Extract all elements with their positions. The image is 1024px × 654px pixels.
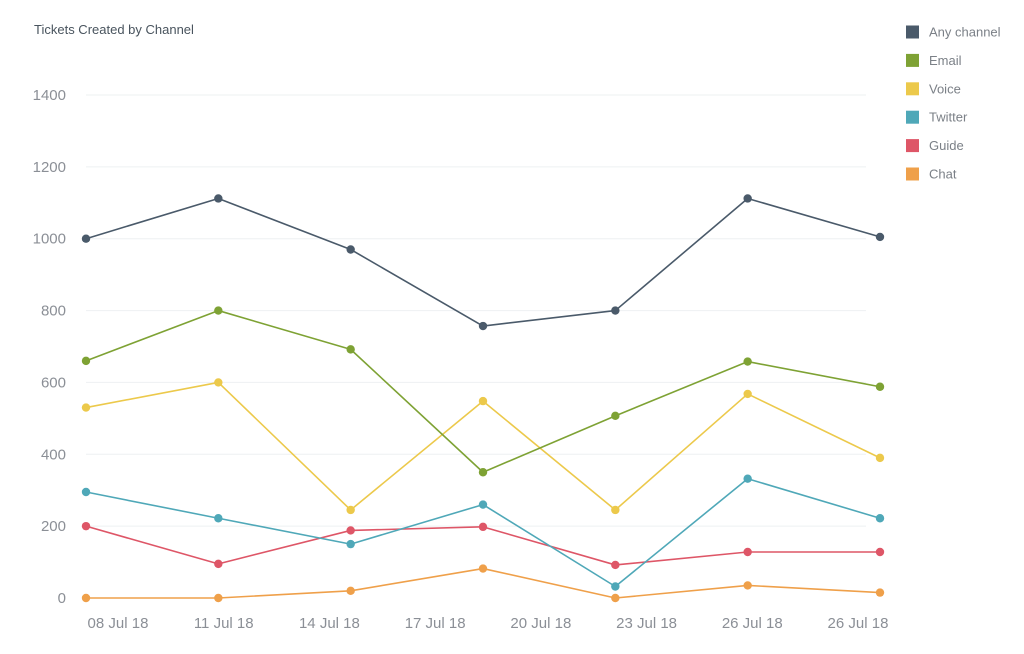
data-point[interactable] — [875, 588, 885, 597]
x-tick-label: 08 Jul 18 — [88, 615, 149, 632]
data-point[interactable] — [478, 321, 488, 331]
data-point[interactable] — [875, 382, 885, 391]
series-line — [85, 309, 881, 474]
data-point[interactable] — [81, 487, 91, 497]
x-tick-label: 14 Jul 18 — [299, 615, 360, 632]
series-any-channel — [81, 194, 885, 331]
data-point[interactable] — [214, 306, 223, 315]
data-point[interactable] — [346, 526, 355, 535]
data-point[interactable] — [478, 564, 488, 573]
data-point[interactable] — [214, 194, 223, 203]
series-chat — [81, 564, 885, 603]
legend-swatch — [906, 139, 919, 153]
legend-item[interactable]: Guide — [906, 138, 964, 153]
series-line — [85, 525, 880, 566]
legend-swatch — [906, 82, 919, 96]
x-axis-ticks: 08 Jul 18 11 Jul 18 14 Jul 18 17 Jul 18 20 J… — [88, 615, 889, 632]
data-point[interactable] — [346, 345, 355, 354]
series-twitter — [81, 474, 885, 591]
legend-label: Chat — [929, 167, 957, 182]
series-layer — [81, 194, 885, 603]
legend-swatch — [906, 167, 919, 181]
grid-lines — [86, 94, 866, 527]
legend-swatch — [906, 110, 919, 124]
data-point[interactable] — [611, 593, 620, 603]
y-tick-label: 400 — [41, 446, 66, 463]
series-email — [81, 306, 885, 477]
data-point[interactable] — [611, 306, 620, 315]
data-point[interactable] — [81, 521, 91, 531]
data-point[interactable] — [478, 396, 488, 406]
x-tick-label: 11 Jul 18 — [194, 615, 254, 632]
data-point[interactable] — [81, 403, 91, 412]
x-tick-label: 26 Jul 18 — [828, 615, 889, 632]
data-point[interactable] — [743, 389, 752, 399]
chart-title: Tickets Created by Channel — [34, 22, 194, 37]
data-point[interactable] — [478, 468, 488, 477]
y-tick-label: 200 — [41, 518, 66, 535]
legend-item[interactable]: Email — [906, 53, 962, 68]
data-point[interactable] — [875, 232, 885, 242]
series-line — [85, 197, 881, 327]
legend-item[interactable]: Chat — [906, 167, 957, 182]
data-point[interactable] — [81, 356, 91, 366]
x-tick-label: 23 Jul 18 — [616, 615, 677, 632]
x-tick-label: 20 Jul 18 — [510, 615, 571, 632]
legend-item[interactable]: Twitter — [906, 110, 968, 125]
x-tick-label: 17 Jul 18 — [405, 615, 466, 632]
data-point[interactable] — [875, 453, 885, 463]
data-point[interactable] — [743, 357, 752, 366]
data-point[interactable] — [81, 593, 91, 603]
y-axis-ticks: 0 200 400 600 800 1000 1200 1400 — [33, 87, 66, 607]
data-point[interactable] — [346, 245, 355, 254]
data-point[interactable] — [743, 581, 752, 590]
legend: Any channel Email Voice Twitter Guide Chat — [906, 25, 1001, 182]
series-voice — [81, 378, 885, 515]
data-point[interactable] — [214, 559, 223, 569]
data-point[interactable] — [611, 505, 620, 515]
data-point[interactable] — [214, 593, 223, 603]
legend-item[interactable]: Any channel — [906, 25, 1001, 40]
legend-item[interactable]: Voice — [906, 81, 961, 96]
series-line — [86, 567, 881, 599]
legend-swatch — [906, 53, 919, 67]
y-tick-label: 1200 — [33, 159, 66, 176]
y-tick-label: 800 — [41, 303, 66, 320]
data-point[interactable] — [478, 522, 488, 532]
data-point[interactable] — [611, 411, 620, 421]
data-point[interactable] — [346, 539, 355, 549]
data-point[interactable] — [743, 194, 752, 203]
data-point[interactable] — [214, 378, 223, 387]
data-point[interactable] — [611, 582, 620, 591]
data-point[interactable] — [611, 560, 620, 570]
data-point[interactable] — [214, 514, 223, 523]
data-point[interactable] — [478, 500, 488, 509]
y-tick-label: 0 — [58, 590, 66, 607]
y-tick-label: 1400 — [33, 87, 66, 104]
legend-label: Guide — [929, 138, 964, 153]
data-point[interactable] — [346, 505, 355, 515]
data-point[interactable] — [875, 547, 885, 557]
y-tick-label: 600 — [41, 374, 66, 391]
x-tick-label: 26 Jul 18 — [722, 615, 783, 632]
data-point[interactable] — [743, 547, 752, 557]
data-point[interactable] — [81, 234, 91, 243]
legend-swatch — [906, 25, 919, 39]
data-point[interactable] — [346, 586, 355, 596]
legend-label: Twitter — [929, 110, 968, 125]
legend-label: Voice — [929, 81, 961, 96]
series-guide — [81, 521, 885, 570]
legend-label: Email — [929, 53, 962, 68]
data-point[interactable] — [875, 514, 885, 523]
legend-label: Any channel — [929, 25, 1001, 40]
data-point[interactable] — [743, 474, 752, 483]
y-tick-label: 1000 — [33, 231, 66, 248]
